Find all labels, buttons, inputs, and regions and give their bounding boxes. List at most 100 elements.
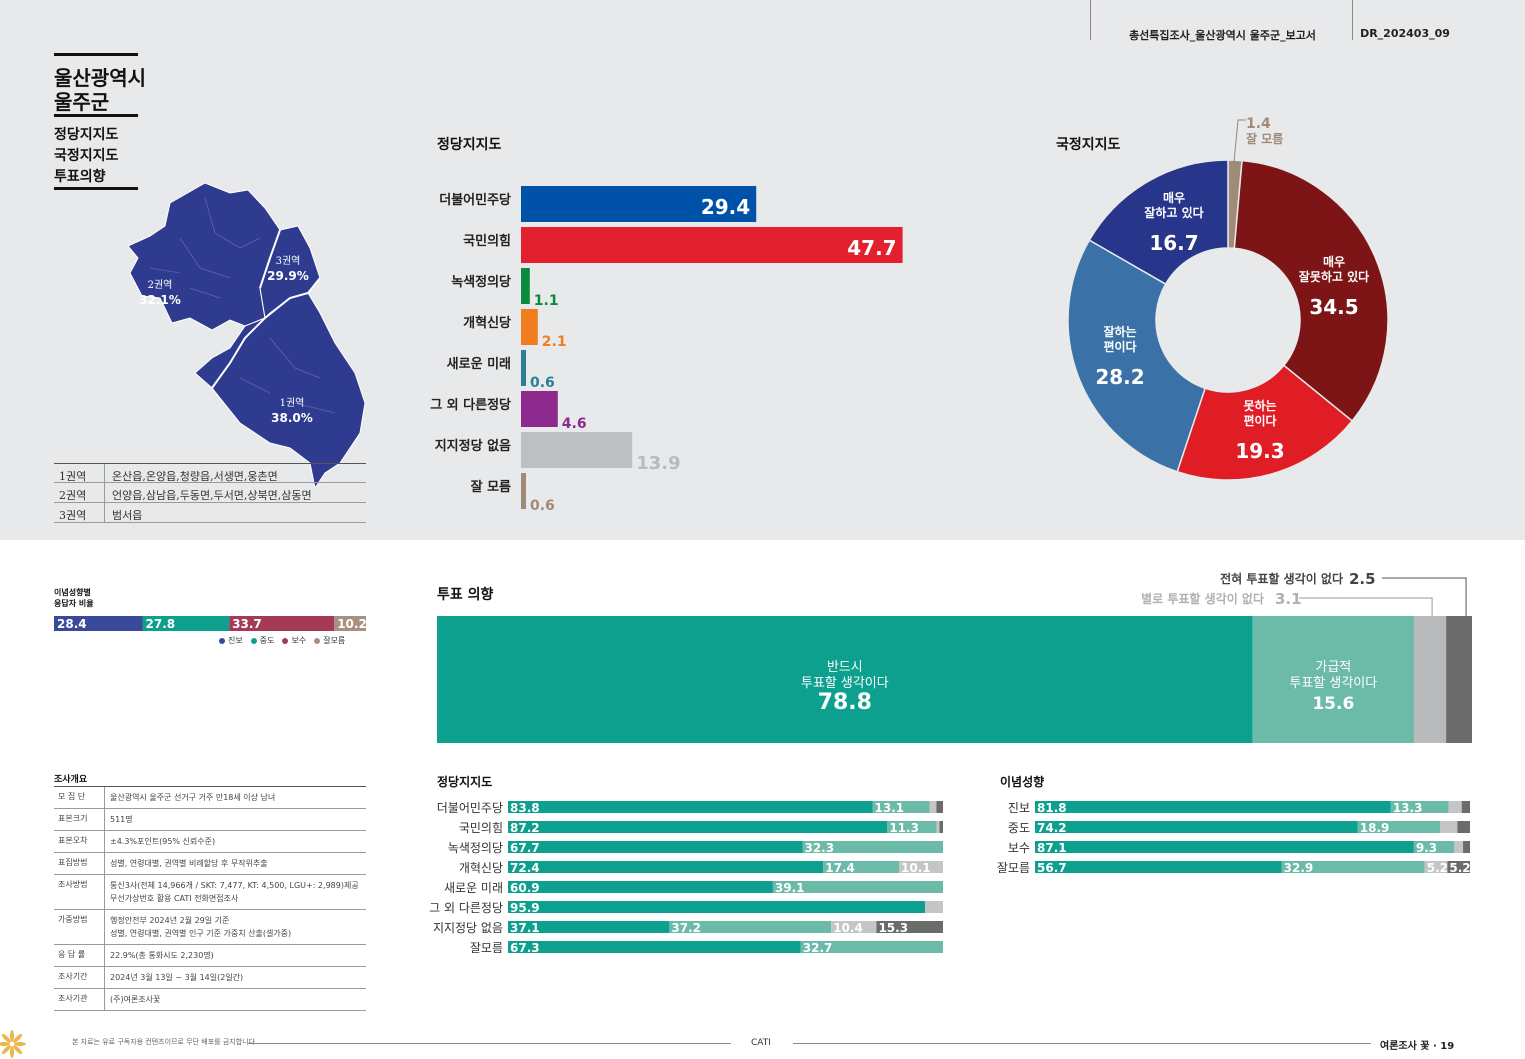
legend-dot-icon (219, 637, 225, 644)
stacked-bar-segment (669, 921, 832, 933)
party-category-label: 더불어민주당 (439, 192, 511, 208)
vote-intent-segment (437, 616, 1253, 743)
survey-value-line: 성별, 연령대별, 권역별 비례할당 후 무작위추출 (110, 859, 268, 868)
survey-value-line: 성별, 연령대별, 권역별 인구 기준 가중치 산출(셀가중) (110, 929, 292, 938)
vote-intent-label: 투표할 생각이다 (1289, 676, 1377, 691)
party-chart-title: 정당지지도 (437, 137, 502, 153)
survey-key: 가중방법 (58, 915, 88, 924)
stacked-category-label: 녹색정의당 (448, 841, 503, 855)
ideology-mix-segment (334, 616, 366, 631)
survey-value-line: 통신3사(전체 14,966개 / SKT: 7,477, KT: 4,500,… (110, 881, 359, 890)
survey-key: 응 답 률 (58, 950, 86, 959)
party-bar (521, 350, 526, 386)
legend-label: 중도 (259, 636, 275, 645)
ideology-mix-value: 10.2 (337, 617, 367, 631)
legend-dot-icon (314, 637, 321, 644)
donut-slice (1176, 364, 1354, 481)
stacked-bar-value: 5.2 (1449, 861, 1470, 875)
vote-leader-line (1382, 577, 1467, 616)
stacked-bar-segment (1281, 861, 1425, 873)
stacked-bar-value: 13.3 (1393, 801, 1423, 815)
stacked-category-label: 중도 (1008, 821, 1030, 835)
survey-key: 조사기관 (58, 994, 88, 1003)
subnav-item-vote: 투표의향 (54, 169, 106, 185)
party-value-label: 47.7 (847, 236, 896, 260)
region-col-divider (104, 464, 105, 483)
region-desc: 온산읍,온양읍,청량읍,서생면,웅촌면 (112, 470, 278, 483)
stacked-bar-segment (936, 801, 943, 813)
survey-title: 조사개요 (54, 775, 88, 785)
party-value-label: 29.4 (701, 195, 750, 219)
survey-value: 통신3사(전체 14,966개 / SKT: 7,477, KT: 4,500,… (110, 875, 366, 909)
stacked-bar-value: 18.9 (1360, 821, 1390, 835)
map-region-1 (194, 292, 366, 490)
stacked-bar-segment (1035, 801, 1391, 813)
vote-intent-value: 15.6 (1312, 694, 1354, 714)
ideology-mix-title-line2: 응답자 비율 (54, 599, 94, 608)
stacked-bar-segment (1463, 841, 1470, 853)
map-boundary-line (211, 277, 321, 389)
stacked-category-label: 새로운 미래 (444, 881, 503, 895)
footer-method: CATI (751, 1038, 771, 1048)
legend-item: 잘모름 (314, 635, 345, 646)
stacked-bar-segment (1447, 861, 1470, 873)
header-divider (1352, 0, 1353, 40)
map-label-region-2: 2권역 (148, 279, 173, 291)
party-category-label: 녹색정의당 (451, 274, 511, 290)
party-support-chart: 더불어민주당 29.4 국민의힘 47.7 녹색정의당 1.1 개혁신당 2.1 새로운 미래 0… (430, 186, 903, 514)
map-region-2 (127, 182, 281, 331)
vote-intent-value: 78.8 (818, 690, 872, 715)
title-rule (54, 114, 138, 117)
party-value-label: 4.6 (562, 416, 587, 432)
stacked-bar-value: 67.7 (510, 841, 540, 855)
subnav-item-gov: 국정지지도 (54, 148, 119, 164)
survey-key: 표본크기 (58, 814, 88, 823)
stacked-bar-segment (508, 901, 926, 913)
vote-intent-label: 별로 투표할 생각이 없다 (1141, 591, 1264, 606)
ideology-mix-value: 33.7 (232, 617, 262, 631)
footer-rule (793, 1043, 1371, 1044)
stacked-bar-segment (772, 881, 943, 893)
vote-intent-segment (1414, 616, 1447, 743)
region-table-row: 1권역 온산읍,온양읍,청량읍,서생면,웅촌면 (54, 463, 366, 483)
stacked-bar-segment (823, 861, 900, 873)
stacked-bar-value: 5.2 (1427, 861, 1448, 875)
party-category-label: 그 외 다른정당 (430, 397, 511, 413)
donut-leader-line (1233, 119, 1246, 163)
donut-slice-value: 34.5 (1309, 295, 1358, 319)
survey-key: 표본오차 (58, 836, 88, 845)
region-name: 1권역 (59, 470, 87, 483)
vote-leader-line (1299, 597, 1433, 616)
ulju-region-map: 2권역 32.1% 3권역 29.9% 1권역 38.0% (127, 182, 366, 490)
map-pct-region-3: 29.9% (267, 269, 309, 283)
party-bar (521, 268, 530, 304)
vote-intent-label: 투표할 생각이다 (801, 676, 889, 691)
party-value-label: 13.9 (636, 453, 680, 474)
survey-value-line: 511명 (110, 815, 133, 824)
survey-value-line: 22.9%(총 통화시도 2,230명) (110, 951, 214, 960)
donut-slice (1088, 159, 1229, 286)
stacked-bar-value: 39.1 (775, 881, 805, 895)
survey-row: 표본크기 511명 (54, 809, 366, 831)
stacked-bar-value: 95.9 (510, 901, 540, 915)
stacked-category-label: 지지정당 없음 (433, 921, 503, 935)
ideology-mix-title: 이념성향별 응답자 비율 (54, 587, 94, 609)
ideology-mix-segment (142, 616, 230, 631)
stacked-bar-value: 32.9 (1284, 861, 1314, 875)
map-label-region-3: 3권역 (276, 255, 301, 267)
stacked-bar-segment (508, 921, 670, 933)
stacked-bar-segment (508, 821, 888, 833)
survey-value: 행정안전부 2024년 2월 29일 기준 성별, 연령대별, 권역별 인구 기준… (110, 910, 366, 944)
ideology-legend: 진보 중도 보수 잘모름 (219, 635, 369, 646)
donut-slice-value: 28.2 (1095, 365, 1144, 389)
title-rule (54, 187, 138, 190)
survey-row: 조사기간 2024년 3월 13일 ~ 3월 14일(2일간) (54, 967, 366, 989)
stacked-bar-value: 10.4 (833, 921, 863, 935)
survey-key: 표집방법 (58, 858, 88, 867)
stacked-bar-value: 56.7 (1037, 861, 1067, 875)
map-pct-region-2: 32.1% (139, 293, 181, 307)
legend-dot-icon (282, 637, 289, 644)
map-pct-region-1: 38.0% (271, 411, 313, 425)
stacked-bar-value: 13.1 (875, 801, 905, 815)
party-value-label: 0.6 (530, 375, 555, 391)
